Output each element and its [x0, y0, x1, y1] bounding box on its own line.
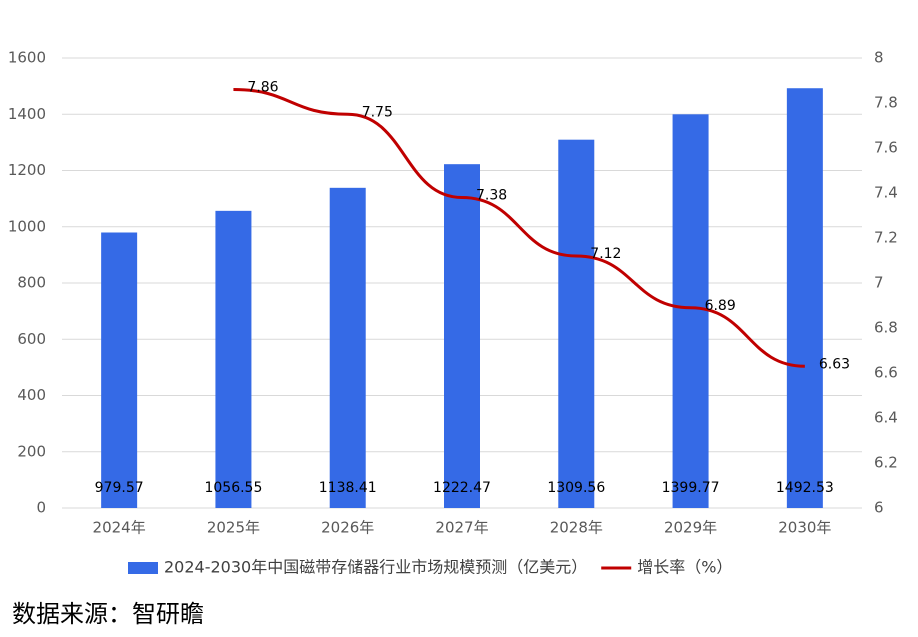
y-tick-label: 400 [17, 386, 46, 404]
y2-tick-label: 7.8 [874, 94, 898, 112]
y2-tick-label: 7.2 [874, 229, 898, 247]
bar [558, 139, 595, 508]
y-tick-label: 1000 [8, 217, 46, 235]
x-tick-label: 2030年 [778, 519, 831, 537]
value-label: 7.12 [590, 246, 621, 262]
y2-tick-label: 6 [874, 499, 884, 517]
y-tick-label: 1200 [8, 161, 46, 179]
bar [672, 114, 709, 508]
value-label: 7.86 [247, 80, 278, 96]
bar [215, 210, 252, 508]
value-label: 6.63 [819, 356, 850, 372]
y-tick-label: 200 [17, 442, 46, 460]
bar [329, 187, 366, 508]
value-label: 979.57 [95, 480, 144, 496]
value-label: 6.89 [705, 298, 736, 314]
value-label: 7.38 [476, 188, 507, 204]
y2-tick-label: 6.8 [874, 319, 898, 337]
y-tick-label: 0 [36, 499, 46, 517]
legend-label: 增长率（%） [637, 558, 732, 577]
y2-tick-label: 6.4 [874, 409, 898, 427]
y2-tick-label: 7.4 [874, 184, 898, 202]
y2-tick-label: 8 [874, 49, 884, 67]
bar [101, 232, 138, 508]
value-label: 1492.53 [776, 480, 834, 496]
legend-label: 2024-2030年中国磁带存储器行业市场规模预测（亿美元） [164, 558, 587, 577]
line [233, 88, 805, 368]
bar [444, 164, 480, 509]
value-label: 1056.55 [204, 480, 262, 496]
x-tick-label: 2025年 [207, 519, 260, 537]
y2-tick-label: 7 [874, 274, 884, 292]
x-tick-label: 2026年 [321, 519, 374, 537]
value-label: 1399.77 [662, 480, 720, 496]
y-tick-label: 800 [17, 274, 46, 292]
value-label: 1222.47 [433, 480, 491, 496]
x-tick-label: 2027年 [435, 519, 488, 537]
value-label: 7.75 [362, 104, 393, 120]
y-tick-label: 1400 [8, 105, 46, 123]
value-label: 1309.56 [547, 480, 605, 496]
legend-swatch [128, 562, 158, 574]
x-tick-label: 2024年 [93, 519, 146, 537]
y2-tick-label: 6.6 [874, 364, 898, 382]
y-tick-label: 600 [17, 330, 46, 348]
source-note: 数据来源：智研瞻 [12, 600, 204, 628]
x-tick-label: 2028年 [550, 519, 603, 537]
value-label: 1138.41 [319, 480, 377, 496]
y-tick-label: 1600 [8, 49, 46, 67]
x-tick-label: 2029年 [664, 519, 717, 537]
y2-tick-label: 6.2 [874, 454, 898, 472]
y2-tick-label: 7.6 [874, 139, 898, 157]
bar [786, 88, 823, 508]
